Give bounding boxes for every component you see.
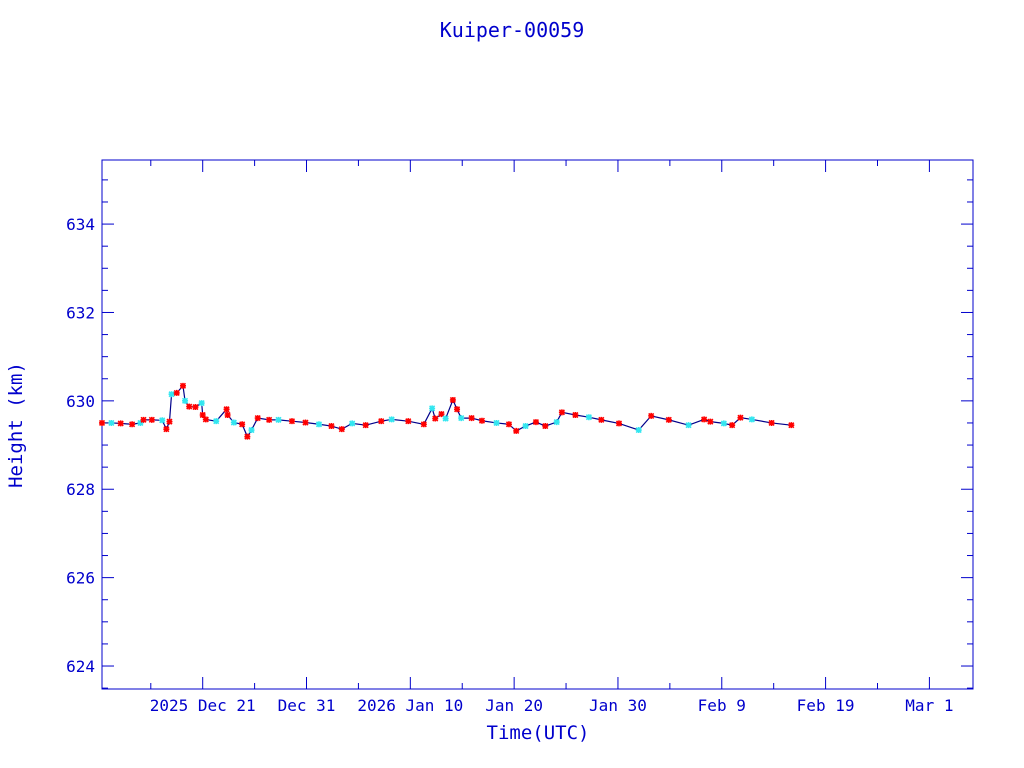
data-point: [598, 416, 605, 423]
data-point: [362, 422, 369, 429]
data-point: [558, 409, 565, 416]
data-point: [585, 414, 592, 421]
data-point: [248, 426, 255, 434]
data-point: [429, 405, 436, 412]
y-tick-label: 626: [66, 569, 95, 588]
data-point: [478, 417, 486, 424]
data-point: [665, 416, 672, 423]
data-point: [442, 415, 449, 422]
data-point: [163, 426, 170, 433]
data-point: [458, 415, 465, 422]
data-point: [328, 422, 335, 430]
y-tick-label: 632: [66, 303, 95, 322]
data-point: [493, 419, 500, 427]
data-point: [129, 421, 136, 428]
data-point: [315, 421, 323, 428]
data-point: [720, 420, 727, 427]
y-tick-label: 634: [66, 215, 95, 234]
data-point: [378, 418, 385, 425]
data-point: [449, 396, 456, 404]
data-point: [388, 416, 395, 423]
data-point: [137, 419, 144, 427]
x-axis-label: Time(UTC): [487, 722, 590, 744]
data-point: [701, 416, 708, 423]
data-point: [615, 420, 623, 427]
y-tick-label: 624: [66, 657, 95, 676]
data-point: [108, 419, 115, 427]
data-point: [737, 414, 744, 421]
x-tick-label: Jan 20: [485, 696, 543, 715]
height-series-line: [102, 384, 792, 438]
data-point: [192, 403, 199, 411]
y-tick-label: 628: [66, 480, 95, 499]
data-point: [223, 406, 230, 413]
data-point: [98, 419, 106, 427]
data-point: [438, 411, 445, 418]
data-point: [432, 415, 439, 422]
data-point: [685, 422, 692, 429]
x-tick-label: Mar 1: [905, 696, 953, 715]
x-tick-label: 2025 Dec 21: [150, 696, 256, 715]
data-point: [199, 411, 206, 419]
data-point: [572, 411, 579, 419]
data-point: [748, 416, 755, 423]
data-point: [522, 422, 529, 430]
data-point: [468, 415, 475, 422]
data-point: [553, 419, 560, 426]
data-point: [254, 415, 261, 422]
data-point: [453, 406, 461, 413]
data-point: [173, 389, 180, 396]
data-point: [513, 427, 520, 434]
data-point: [159, 417, 166, 424]
data-point: [181, 397, 189, 404]
data-point: [532, 419, 540, 426]
data-point: [788, 422, 795, 429]
data-point: [505, 421, 513, 428]
data-point: [338, 426, 345, 433]
data-point: [166, 418, 173, 425]
data-point: [302, 419, 309, 426]
data-point: [288, 418, 296, 425]
data-point: [140, 416, 147, 423]
data-point: [405, 418, 412, 425]
data-point: [768, 419, 775, 427]
data-point: [202, 416, 209, 423]
data-point: [648, 412, 655, 419]
data-point: [420, 421, 427, 428]
data-point: [542, 422, 549, 430]
y-tick-label: 630: [66, 392, 95, 411]
data-point: [230, 419, 237, 426]
data-point: [349, 420, 356, 427]
data-point: [117, 420, 124, 427]
x-tick-label: Dec 31: [278, 696, 336, 715]
data-point: [275, 416, 282, 423]
x-tick-label: 2026 Jan 10: [357, 696, 463, 715]
data-point: [198, 400, 205, 407]
data-point: [213, 418, 220, 425]
x-tick-label: Jan 30: [589, 696, 647, 715]
data-point: [239, 421, 246, 428]
data-point: [186, 403, 193, 410]
data-point: [635, 426, 642, 434]
x-tick-label: Feb 19: [797, 696, 855, 715]
y-axis-label: Height (km): [5, 362, 27, 488]
chart-title: Kuiper-00059: [440, 18, 585, 42]
data-point: [148, 416, 155, 423]
data-point: [168, 391, 175, 398]
data-point: [244, 433, 251, 440]
data-point: [224, 411, 231, 419]
data-point: [266, 416, 273, 423]
data-point: [179, 382, 187, 389]
x-tick-label: Feb 9: [698, 696, 746, 715]
data-point: [729, 422, 736, 429]
data-point: [707, 418, 714, 425]
